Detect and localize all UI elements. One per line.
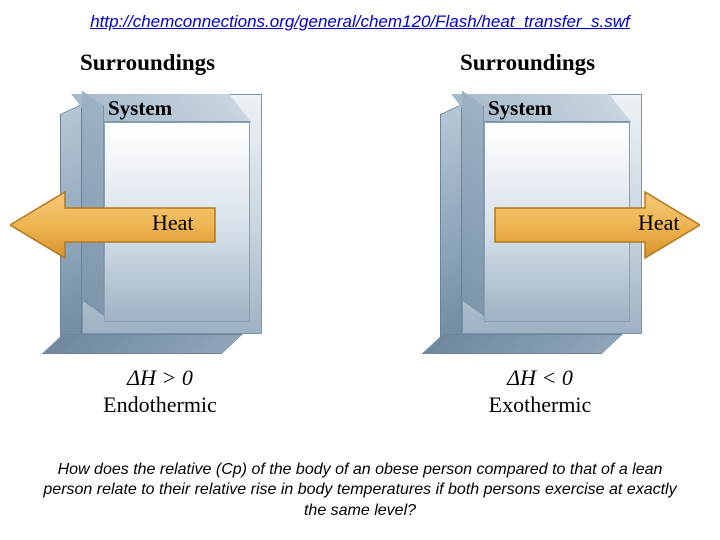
panel-endothermic: Surroundings System bbox=[40, 50, 300, 430]
surroundings-label: Surroundings bbox=[460, 50, 595, 76]
heat-label-right: Heat bbox=[638, 210, 680, 236]
process-name-left: Endothermic bbox=[80, 392, 240, 418]
heat-label-left: Heat bbox=[152, 210, 194, 236]
equation-right: ΔH < 0 bbox=[480, 365, 600, 391]
process-name-right: Exothermic bbox=[470, 392, 610, 418]
panel-exothermic: Surroundings System bbox=[420, 50, 680, 430]
system-label: System bbox=[108, 96, 172, 121]
equation-left: ΔH > 0 bbox=[100, 365, 220, 391]
system-label: System bbox=[488, 96, 552, 121]
source-link[interactable]: http://chemconnections.org/general/chem1… bbox=[0, 12, 720, 32]
diagram-row: Surroundings System bbox=[0, 50, 720, 430]
surroundings-label: Surroundings bbox=[80, 50, 215, 76]
question-text: How does the relative (Cp) of the body o… bbox=[40, 460, 680, 522]
